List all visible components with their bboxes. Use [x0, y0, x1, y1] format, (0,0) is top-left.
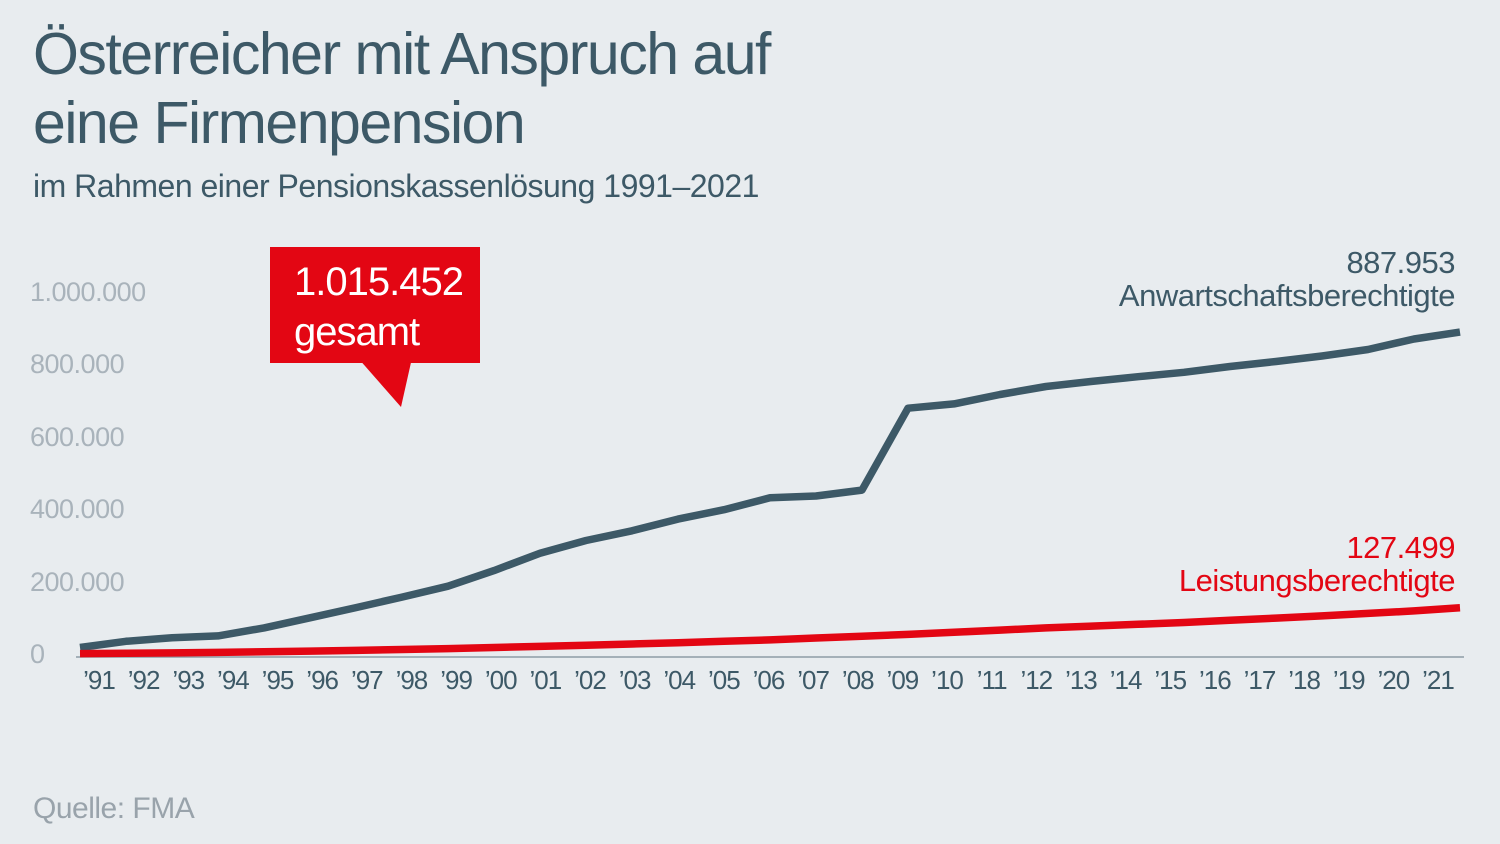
x-tick-label: ’06	[752, 665, 786, 695]
callout-tail-pointer	[358, 358, 412, 407]
total-callout-label: gesamt	[294, 310, 420, 354]
x-tick-label: ’99	[440, 665, 473, 695]
x-tick-label: ’12	[1020, 665, 1053, 695]
x-tick-label: ’96	[306, 665, 339, 695]
data-line-leistungsberechtigte	[79, 604, 1461, 658]
x-tick-label: ’93	[172, 665, 205, 695]
x-tick-label: ’02	[574, 665, 607, 695]
y-tick-label: 1.000.000	[30, 276, 146, 307]
page-title: Österreicher mit Anspruch auf eine Firme…	[33, 20, 771, 158]
anwartschaft-label: Anwartschaftsberechtigte	[1118, 278, 1456, 313]
leistung-value: 127.499	[1346, 530, 1455, 565]
y-tick-label: 200.000	[30, 566, 125, 597]
x-tick-label: ’03	[618, 665, 652, 695]
series-label-anwartschaftsberechtigte: 887.953 Anwartschaftsberechtigte	[1118, 245, 1456, 313]
y-tick-label: 600.000	[30, 421, 125, 452]
x-tick-label: ’08	[841, 665, 875, 695]
y-tick-label: 0	[30, 639, 45, 669]
x-tick-label: ’20	[1377, 665, 1411, 695]
x-tick-label: ’04	[663, 665, 696, 695]
x-tick-label: ’92	[127, 665, 161, 695]
x-tick-label: ’18	[1288, 665, 1321, 695]
total-callout: 1.015.452 gesamt	[270, 247, 480, 363]
x-tick-label: ’16	[1198, 665, 1232, 695]
x-tick-label: ’19	[1332, 665, 1366, 695]
x-tick-label: ’05	[708, 665, 741, 695]
x-tick-label: ’09	[886, 665, 920, 695]
x-tick-label: ’10	[931, 665, 964, 695]
x-tick-label: ’01	[529, 665, 562, 695]
x-tick-label: ’21	[1422, 665, 1455, 695]
x-tick-label: ’13	[1065, 665, 1098, 695]
x-tick-label: ’94	[217, 665, 250, 695]
x-tick-label: ’07	[797, 665, 830, 695]
leistung-label: Leistungsberechtigte	[1178, 563, 1456, 598]
title-line-1: Österreicher mit Anspruch auf	[33, 21, 771, 87]
x-tick-label: ’11	[976, 665, 1008, 695]
x-tick-label: ’97	[350, 665, 384, 695]
x-tick-label: ’00	[484, 665, 518, 695]
x-tick-label: ’17	[1243, 665, 1277, 695]
y-tick-label: 400.000	[30, 494, 125, 524]
data-line-anwartschaftsberechtigte	[79, 328, 1461, 652]
x-tick-label: ’91	[83, 665, 116, 695]
series-label-leistungsberechtigte: 127.499 Leistungsberechtigte	[1178, 530, 1456, 598]
page-subtitle: im Rahmen einer Pensionskassenlösung 199…	[33, 168, 759, 204]
title-line-2: eine Firmenpension	[33, 90, 526, 156]
total-callout-value: 1.015.452	[294, 260, 464, 304]
x-tick-label: ’95	[261, 665, 295, 695]
x-tick-label: ’15	[1154, 665, 1187, 695]
x-tick-label: ’98	[395, 665, 429, 695]
y-tick-label: 800.000	[30, 349, 125, 379]
x-tick-label: ’14	[1109, 665, 1143, 695]
anwartschaft-value: 887.953	[1346, 245, 1455, 280]
source-credit: Quelle: FMA	[33, 792, 195, 825]
